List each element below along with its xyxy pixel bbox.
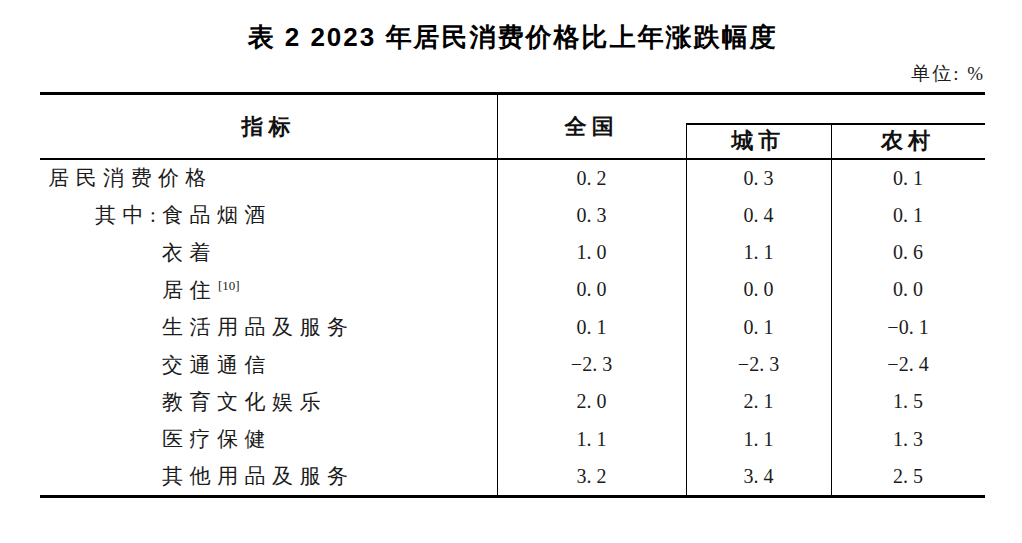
table-row: 其他用品及服务 3. 2 3. 4 2. 5 xyxy=(40,458,985,495)
table-row: 交通通信 −2. 3 −2. 3 −2. 4 xyxy=(40,346,985,383)
cell-national: 0. 3 xyxy=(497,204,686,227)
cell-urban: 3. 4 xyxy=(686,465,831,488)
cell-national: 0. 1 xyxy=(497,316,686,339)
header-cell-urban: 城市 xyxy=(686,124,831,158)
row-label-text: 交通通信 xyxy=(162,353,272,377)
cell-national: 0. 0 xyxy=(497,278,686,301)
table-row: 其中: 食品烟酒 0. 3 0. 4 0. 1 xyxy=(40,197,985,234)
cell-rural: 0. 1 xyxy=(831,167,985,190)
cell-national: 3. 2 xyxy=(497,465,686,488)
row-label: 居住[10] xyxy=(40,276,497,304)
cell-national: 2. 0 xyxy=(497,390,686,413)
row-label: 衣着 xyxy=(40,239,497,267)
row-label-text: 教育文化娱乐 xyxy=(162,390,327,414)
row-label-text: 医疗保健 xyxy=(162,427,272,451)
cell-urban: 0. 1 xyxy=(686,316,831,339)
cpi-table: 指标 全国 城市 农村 居民消费价格 0. 2 0. 3 0. 1 其中: 食品… xyxy=(40,92,985,498)
table-row: 医疗保健 1. 1 1. 1 1. 3 xyxy=(40,420,985,457)
cell-rural: 0. 6 xyxy=(831,241,985,264)
cell-urban: −2. 3 xyxy=(686,353,831,376)
cell-rural: 0. 1 xyxy=(831,204,985,227)
table-row: 居民消费价格 0. 2 0. 3 0. 1 xyxy=(40,160,985,197)
row-label-text: 食品烟酒 xyxy=(162,203,272,227)
row-label-text: 居民消费价格 xyxy=(48,166,213,190)
cell-national: 1. 0 xyxy=(497,241,686,264)
cell-national: −2. 3 xyxy=(497,353,686,376)
header-cell-rural: 农村 xyxy=(831,124,985,158)
row-label: 居民消费价格 xyxy=(40,164,497,192)
row-prefix: 其中: xyxy=(95,201,162,229)
cell-rural: 1. 5 xyxy=(831,390,985,413)
table-border-bottom xyxy=(40,495,985,498)
header-cell-indicator: 指标 xyxy=(40,95,497,158)
cell-national: 0. 2 xyxy=(497,167,686,190)
row-label-text: 衣着 xyxy=(162,241,217,265)
cell-urban: 1. 1 xyxy=(686,241,831,264)
row-label: 医疗保健 xyxy=(40,425,497,453)
header-cell-national: 全国 xyxy=(497,95,686,158)
cell-rural: −0. 1 xyxy=(831,316,985,339)
cell-rural: 1. 3 xyxy=(831,428,985,451)
row-label-superscript: [10] xyxy=(218,278,240,293)
row-label: 教育文化娱乐 xyxy=(40,388,497,416)
table-row: 居住[10] 0. 0 0. 0 0. 0 xyxy=(40,271,985,308)
cell-rural: 2. 5 xyxy=(831,465,985,488)
cell-urban: 0. 4 xyxy=(686,204,831,227)
table-body: 居民消费价格 0. 2 0. 3 0. 1 其中: 食品烟酒 0. 3 0. 4… xyxy=(40,160,985,496)
row-label-text: 其他用品及服务 xyxy=(162,464,355,488)
table-row: 生活用品及服务 0. 1 0. 1 −0. 1 xyxy=(40,309,985,346)
table-row: 衣着 1. 0 1. 1 0. 6 xyxy=(40,234,985,271)
page-title: 表 2 2023 年居民消费价格比上年涨跌幅度 xyxy=(40,20,985,55)
cell-urban: 1. 1 xyxy=(686,428,831,451)
row-label-text: 生活用品及服务 xyxy=(162,315,355,339)
unit-label: 单位: % xyxy=(40,61,985,87)
row-label-text: 居住 xyxy=(162,278,217,302)
row-label: 生活用品及服务 xyxy=(40,313,497,341)
table-row: 教育文化娱乐 2. 0 2. 1 1. 5 xyxy=(40,383,985,420)
row-label: 交通通信 xyxy=(40,351,497,379)
cell-national: 1. 1 xyxy=(497,428,686,451)
cell-urban: 0. 3 xyxy=(686,167,831,190)
row-label: 其中: 食品烟酒 xyxy=(40,201,497,229)
cell-urban: 2. 1 xyxy=(686,390,831,413)
row-label: 其他用品及服务 xyxy=(40,462,497,490)
cell-rural: 0. 0 xyxy=(831,278,985,301)
cell-urban: 0. 0 xyxy=(686,278,831,301)
cell-rural: −2. 4 xyxy=(831,353,985,376)
